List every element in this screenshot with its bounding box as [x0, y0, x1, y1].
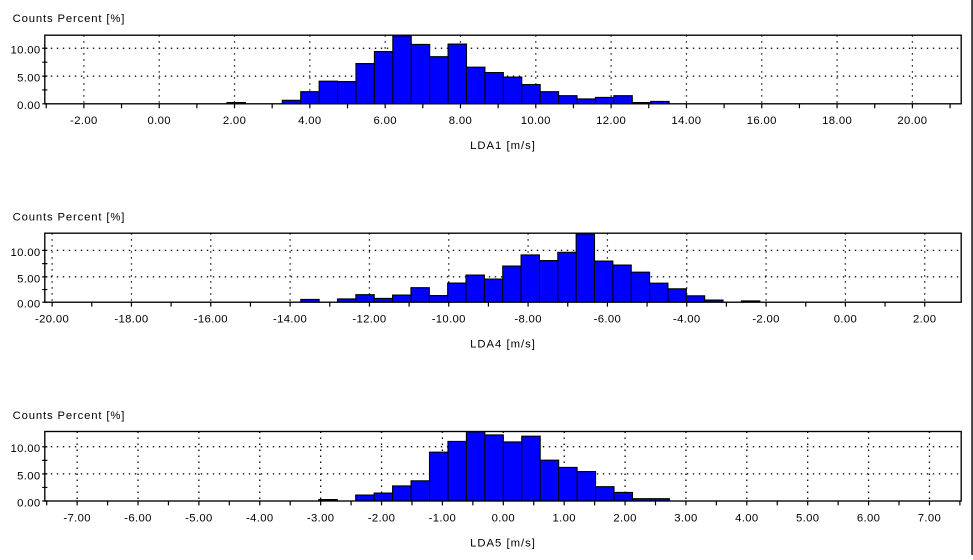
svg-text:0.00: 0.00	[17, 497, 40, 509]
svg-text:20.00: 20.00	[897, 115, 927, 127]
svg-text:-6.00: -6.00	[594, 314, 622, 326]
svg-text:-16.00: -16.00	[194, 314, 228, 326]
svg-text:-3.00: -3.00	[307, 512, 335, 524]
svg-text:2.00: 2.00	[223, 115, 246, 127]
svg-text:10.00: 10.00	[10, 443, 40, 455]
svg-text:2.00: 2.00	[613, 512, 636, 524]
svg-text:10.00: 10.00	[521, 115, 551, 127]
svg-text:-8.00: -8.00	[514, 314, 542, 326]
svg-text:LDA1 [m/s]: LDA1 [m/s]	[470, 140, 536, 152]
svg-text:-4.00: -4.00	[673, 314, 701, 326]
svg-text:LDA5 [m/s]: LDA5 [m/s]	[470, 537, 536, 549]
svg-text:7.00: 7.00	[918, 512, 941, 524]
svg-text:5.00: 5.00	[796, 512, 819, 524]
svg-text:-2.00: -2.00	[368, 512, 396, 524]
svg-text:-18.00: -18.00	[114, 314, 148, 326]
svg-text:0.00: 0.00	[834, 314, 857, 326]
svg-text:6.00: 6.00	[857, 512, 880, 524]
svg-text:10.00: 10.00	[10, 45, 40, 57]
svg-text:0.00: 0.00	[492, 512, 515, 524]
svg-text:4.00: 4.00	[735, 512, 758, 524]
svg-text:-10.00: -10.00	[432, 314, 466, 326]
svg-text:5.00: 5.00	[17, 273, 40, 285]
svg-text:-6.00: -6.00	[124, 512, 152, 524]
svg-text:3.00: 3.00	[674, 512, 697, 524]
svg-text:0.00: 0.00	[148, 115, 171, 127]
svg-text:5.00: 5.00	[17, 73, 40, 85]
svg-text:8.00: 8.00	[449, 115, 472, 127]
svg-text:12.00: 12.00	[596, 115, 626, 127]
svg-text:-2.00: -2.00	[752, 314, 780, 326]
svg-text:16.00: 16.00	[747, 115, 777, 127]
svg-text:-20.00: -20.00	[35, 314, 69, 326]
svg-text:10.00: 10.00	[10, 247, 40, 259]
svg-text:Counts Percent [%]: Counts Percent [%]	[13, 13, 126, 25]
svg-text:-7.00: -7.00	[63, 512, 91, 524]
svg-text:0.00: 0.00	[17, 299, 40, 311]
svg-text:-12.00: -12.00	[352, 314, 386, 326]
svg-text:1.00: 1.00	[552, 512, 575, 524]
svg-text:5.00: 5.00	[17, 470, 40, 482]
svg-text:LDA4 [m/s]: LDA4 [m/s]	[470, 339, 536, 351]
svg-text:-14.00: -14.00	[273, 314, 307, 326]
svg-text:-2.00: -2.00	[70, 115, 98, 127]
svg-text:2.00: 2.00	[913, 314, 936, 326]
svg-text:18.00: 18.00	[822, 115, 852, 127]
svg-text:-5.00: -5.00	[185, 512, 213, 524]
svg-text:6.00: 6.00	[373, 115, 396, 127]
svg-text:Counts Percent [%]: Counts Percent [%]	[13, 410, 126, 422]
svg-text:0.00: 0.00	[17, 100, 40, 112]
svg-text:14.00: 14.00	[671, 115, 701, 127]
svg-text:4.00: 4.00	[298, 115, 321, 127]
svg-text:Counts Percent [%]: Counts Percent [%]	[13, 212, 126, 224]
svg-text:-4.00: -4.00	[246, 512, 274, 524]
svg-text:-1.00: -1.00	[429, 512, 457, 524]
